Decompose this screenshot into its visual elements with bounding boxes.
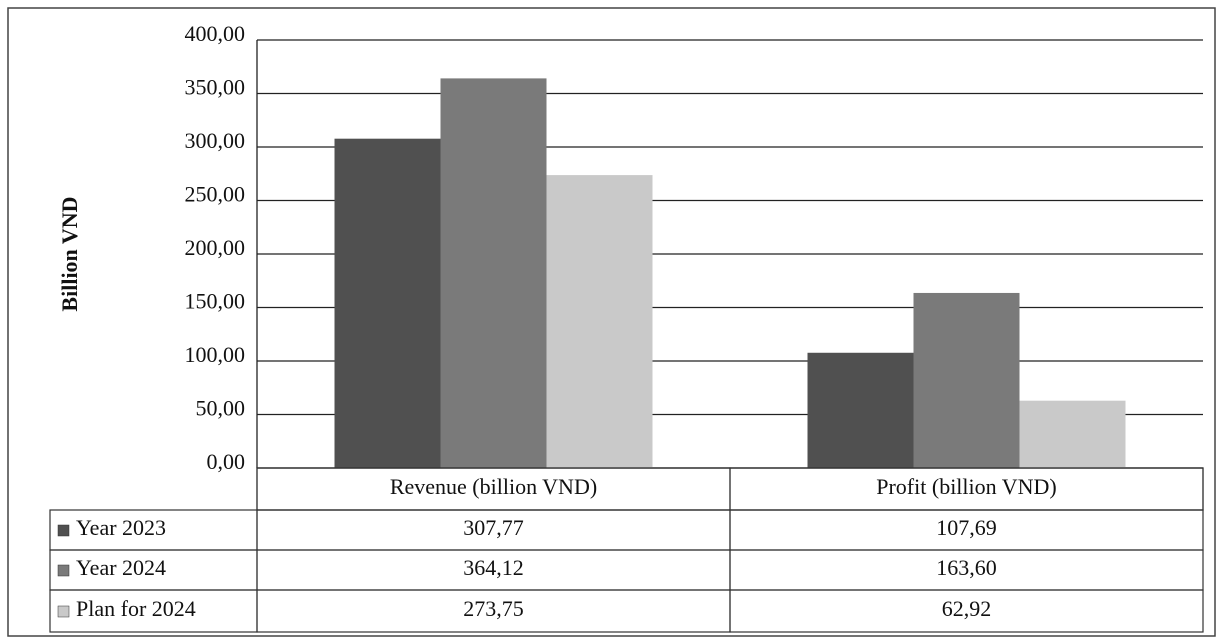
- bar: [913, 292, 1020, 468]
- y-tick-label: 400,00: [185, 21, 246, 46]
- y-tick-label: 200,00: [185, 235, 246, 260]
- value-label: 163,60: [936, 555, 997, 580]
- value-label: 273,75: [463, 596, 524, 621]
- value-label: 62,92: [942, 596, 992, 621]
- category-label: Revenue (billion VND): [390, 474, 597, 499]
- legend-key: [57, 564, 70, 577]
- y-tick-label: 300,00: [185, 128, 246, 153]
- value-label: 364,12: [463, 555, 524, 580]
- y-tick-label: 350,00: [185, 75, 246, 100]
- value-label: 107,69: [936, 515, 997, 540]
- y-axis-label: Billion VND: [57, 196, 82, 311]
- y-tick-label: 250,00: [185, 182, 246, 207]
- y-tick-label: 0,00: [207, 449, 246, 474]
- category-label: Profit (billion VND): [876, 474, 1056, 499]
- legend-key: [57, 524, 70, 537]
- bar: [546, 175, 653, 468]
- bar: [807, 352, 914, 468]
- bar: [1019, 400, 1126, 468]
- y-tick-label: 50,00: [196, 396, 246, 421]
- legend-label: Year 2023: [76, 515, 166, 540]
- y-tick-label: 100,00: [185, 342, 246, 367]
- y-tick-label: 150,00: [185, 289, 246, 314]
- value-label: 307,77: [463, 515, 524, 540]
- legend-key: [57, 605, 70, 618]
- bar: [440, 78, 547, 468]
- legend-label: Year 2024: [76, 555, 166, 580]
- legend-label: Plan for 2024: [76, 596, 196, 621]
- bar: [334, 138, 441, 468]
- table-cell: [729, 589, 1204, 633]
